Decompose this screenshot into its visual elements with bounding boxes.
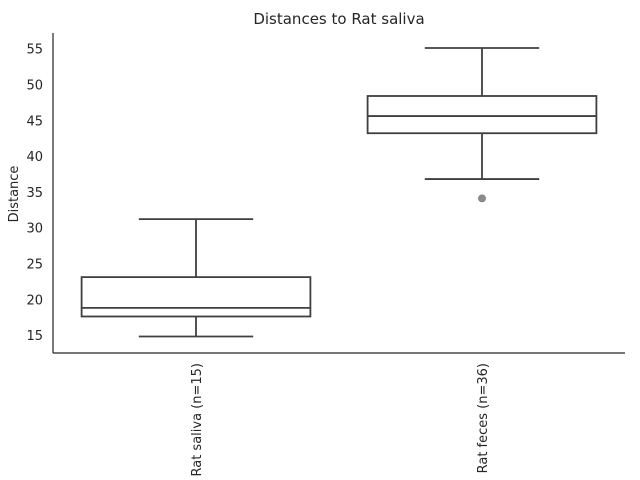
axes — [52, 33, 625, 354]
outlier-point — [478, 194, 486, 203]
y-tick-label: 40 — [26, 150, 43, 165]
x-tick-label: Rat saliva (n=15) — [190, 363, 205, 477]
y-tick-label: 50 — [26, 79, 43, 94]
y-tick-label: 20 — [26, 293, 43, 308]
y-ticks: 15 20 25 30 35 40 45 50 55 — [26, 43, 43, 344]
box-group — [366, 47, 598, 203]
iqr-box — [366, 95, 598, 135]
chart-title: Distances to Rat saliva — [253, 10, 424, 28]
y-axis-label: Distance — [7, 166, 22, 223]
x-tick-label: Rat feces (n=36) — [476, 363, 491, 473]
boxes — [80, 47, 598, 338]
y-tick-label: 35 — [26, 186, 43, 201]
y-tick-label: 15 — [26, 329, 43, 344]
x-ticks: Rat saliva (n=15) Rat feces (n=36) — [190, 363, 491, 477]
box-group — [80, 218, 312, 338]
iqr-box — [80, 276, 312, 318]
y-tick-label: 45 — [26, 114, 43, 129]
y-tick-label: 25 — [26, 258, 43, 273]
y-tick-label: 55 — [26, 43, 43, 58]
y-tick-label: 30 — [26, 222, 43, 237]
